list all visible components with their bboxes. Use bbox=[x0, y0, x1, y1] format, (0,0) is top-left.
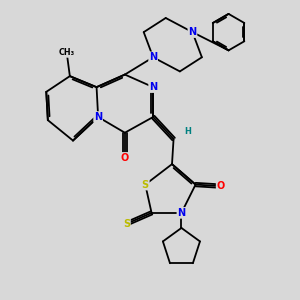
Text: N: N bbox=[177, 208, 185, 218]
Text: N: N bbox=[188, 27, 196, 37]
Text: N: N bbox=[149, 52, 157, 62]
Text: S: S bbox=[142, 180, 149, 190]
Text: H: H bbox=[184, 127, 191, 136]
Text: O: O bbox=[217, 181, 225, 191]
Text: S: S bbox=[123, 219, 130, 229]
Text: O: O bbox=[121, 153, 129, 163]
Text: CH₃: CH₃ bbox=[58, 48, 75, 57]
Text: N: N bbox=[94, 112, 102, 122]
Text: N: N bbox=[149, 82, 157, 92]
